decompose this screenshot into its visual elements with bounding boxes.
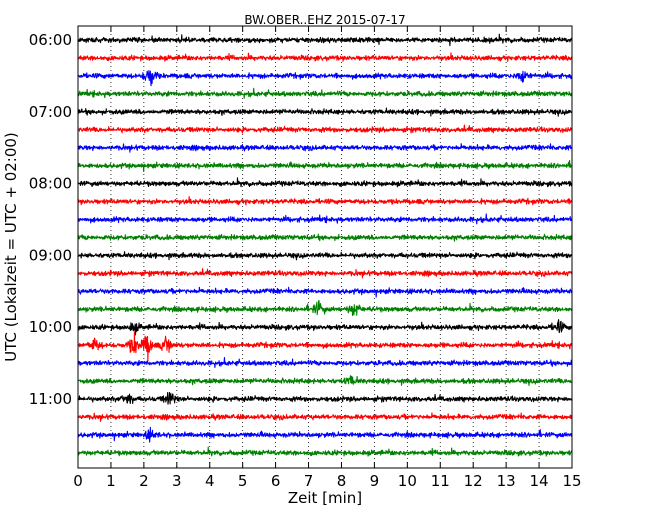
x-tick-label: 4 (205, 472, 215, 490)
seismic-trace (77, 300, 573, 317)
x-tick-label: 5 (238, 472, 248, 490)
x-tick-label: 13 (497, 472, 516, 490)
seismic-trace (77, 33, 573, 47)
seismic-trace (77, 195, 573, 206)
seismic-trace (77, 87, 573, 99)
seismic-trace (77, 286, 573, 298)
y-tick-label: 06:00 (29, 31, 72, 49)
x-tick-label: 1 (106, 472, 116, 490)
y-tick-label: 11:00 (29, 390, 72, 408)
x-axis-label: Zeit [min] (288, 489, 362, 507)
seismic-trace (77, 143, 573, 153)
x-tick-label: 12 (464, 472, 483, 490)
plot-frame (77, 25, 573, 469)
grid-lines (78, 26, 572, 468)
y-tick-label: 10:00 (29, 318, 72, 336)
seismic-trace (77, 412, 573, 422)
seismic-trace (77, 52, 573, 62)
seismic-trace (77, 446, 573, 457)
seismic-trace (77, 319, 573, 336)
seismic-trace (77, 356, 573, 368)
x-tick-label: 9 (370, 472, 380, 490)
seismic-trace (77, 177, 573, 188)
seismic-trace (77, 375, 573, 386)
x-tick-label: 8 (337, 472, 347, 490)
x-tick-label: 0 (73, 472, 83, 490)
seismic-trace (77, 70, 573, 87)
chart-title: BW.OBER..EHZ 2015-07-17 (244, 13, 405, 27)
seismic-trace (77, 124, 573, 134)
seismic-trace (77, 251, 573, 261)
y-tick-label: 08:00 (29, 175, 72, 193)
seismic-trace (77, 426, 573, 443)
seismic-trace (77, 213, 573, 225)
seismic-trace (77, 268, 573, 279)
x-tick-label: 6 (271, 472, 281, 490)
y-tick-label: 07:00 (29, 103, 72, 121)
x-tick-label: 14 (530, 472, 549, 490)
y-axis-label: UTC (Lokalzeit = UTC + 02:00) (2, 132, 20, 362)
x-tick-label: 3 (172, 472, 182, 490)
seismic-trace (77, 391, 573, 405)
seismic-trace (77, 107, 573, 117)
traces (77, 33, 573, 457)
seismic-trace (77, 159, 573, 172)
x-tick-label: 15 (562, 472, 581, 490)
seismic-trace (77, 331, 573, 362)
seismic-trace (77, 233, 573, 242)
axis-ticks: 0 1 2 3 4 5 6 7 8 9 10 11 12 13 14 1506:0007:0008:0009:… (29, 26, 582, 490)
x-tick-label: 7 (304, 472, 314, 490)
x-tick-label: 11 (431, 472, 450, 490)
y-tick-label: 09:00 (29, 246, 72, 264)
x-tick-label: 2 (139, 472, 149, 490)
x-tick-label: 10 (398, 472, 417, 490)
